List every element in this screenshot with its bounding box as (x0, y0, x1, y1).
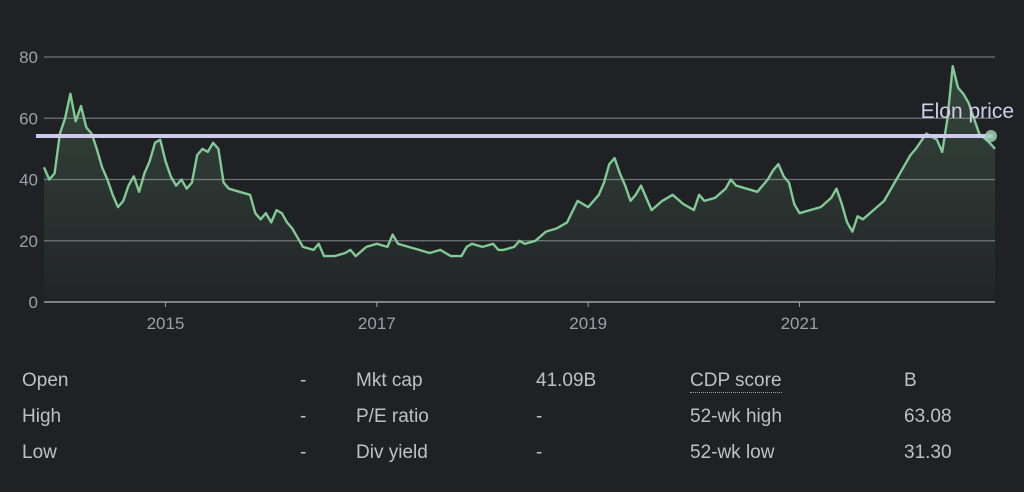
current-price-dot (985, 130, 997, 143)
stat-value-low: - (300, 442, 307, 463)
x-tick-label: 2017 (358, 314, 396, 333)
y-axis-ticks: 0 20 40 60 80 (19, 48, 38, 312)
stat-value-pe-ratio: - (536, 406, 543, 427)
stat-label-low: Low (22, 442, 57, 463)
stats-row-high: High - P/E ratio - 52-wk high 63.08 (0, 400, 1024, 436)
stats-row-open: Open - Mkt cap 41.09B CDP score B (0, 364, 1024, 400)
stats-table: Open - Mkt cap 41.09B CDP score B High -… (0, 364, 1024, 474)
cdp-score-link[interactable]: CDP score (690, 370, 782, 393)
price-chart: 0 20 40 60 80 2015 2017 2019 2021 Elon price (19, 48, 1014, 333)
stat-value-52wk-low: 31.30 (904, 442, 952, 463)
stats-row-low: Low - Div yield - 52-wk low 31.30 (0, 436, 1024, 472)
y-tick-label: 40 (19, 171, 38, 190)
stat-label-pe-ratio: P/E ratio (356, 406, 429, 427)
stat-label-high: High (22, 406, 62, 427)
price-area-fill (44, 66, 995, 302)
elon-price-label: Elon price (921, 100, 1014, 123)
x-tick-label: 2015 (147, 314, 185, 333)
stat-label-open: Open (22, 370, 69, 391)
y-tick-label: 0 (29, 293, 38, 312)
stat-label-52wk-low: 52-wk low (690, 442, 775, 463)
stat-label-div-yield: Div yield (356, 442, 428, 463)
price-line (42, 65, 996, 258)
stat-value-52wk-high: 63.08 (904, 406, 952, 427)
x-tick-label: 2019 (569, 314, 607, 333)
x-tick-label: 2021 (781, 314, 819, 333)
stat-value-high: - (300, 406, 307, 427)
x-axis-ticks: 2015 2017 2019 2021 (147, 302, 819, 333)
y-tick-label: 20 (19, 232, 38, 251)
stat-value-mkt-cap: 41.09B (536, 370, 597, 391)
y-tick-label: 80 (19, 48, 38, 67)
stat-value-cdp-score: B (904, 370, 917, 391)
stat-label-52wk-high: 52-wk high (690, 406, 782, 427)
stat-value-div-yield: - (536, 442, 543, 463)
stat-label-mkt-cap: Mkt cap (356, 370, 423, 391)
y-tick-label: 60 (19, 109, 38, 128)
stat-value-open: - (300, 370, 307, 391)
